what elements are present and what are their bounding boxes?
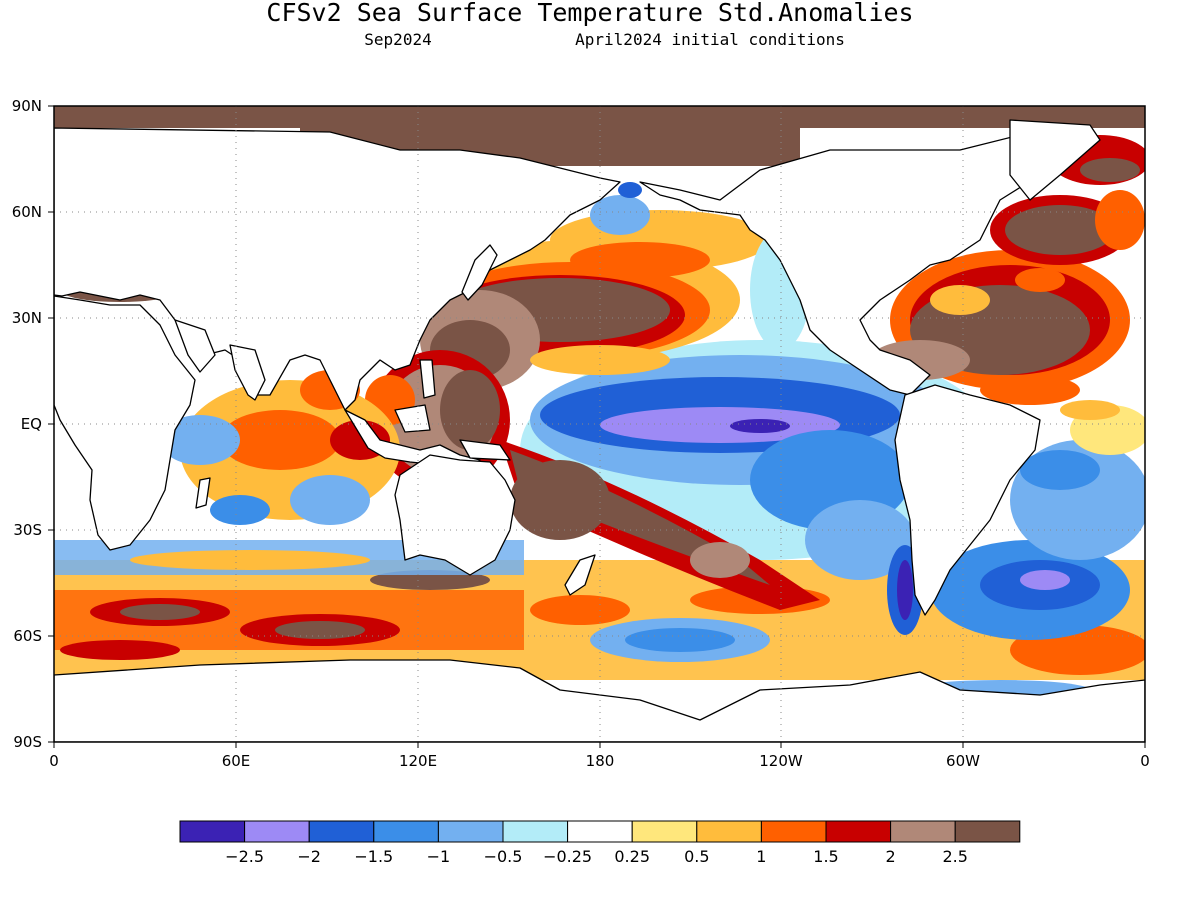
colorbar-label: −0.5: [484, 847, 523, 866]
colorbar-swatch: [954, 820, 1021, 843]
lat-tick-label: 90S: [13, 733, 42, 751]
lon-tick-label: 120E: [399, 752, 437, 770]
colorbar-label: 1: [756, 847, 766, 866]
colorbar-label: 0.25: [614, 847, 650, 866]
map-title: CFSv2 Sea Surface Temperature Std.Anomal…: [266, 0, 913, 27]
south-america: [894, 384, 1041, 616]
colorbar-swatch: [631, 820, 698, 843]
colorbar-swatch: [760, 820, 827, 843]
colorbar-label: −2.5: [225, 847, 264, 866]
colorbar-label: 1.5: [813, 847, 838, 866]
colorbar-swatch: [890, 820, 956, 843]
colorbar-swatch: [437, 820, 504, 843]
new-zealand: [564, 554, 596, 596]
lon-tick-label: 60W: [946, 752, 980, 770]
landmasses: [54, 119, 1145, 742]
map-subtitle-initial-conditions: April2024 initial conditions: [575, 30, 845, 49]
lat-tick-label: EQ: [21, 415, 42, 433]
colorbar-swatch: [179, 820, 246, 843]
arabia: [174, 319, 216, 373]
colorbar-swatch: [308, 820, 375, 843]
colorbar-label: 0.5: [684, 847, 709, 866]
lon-tick-label: 0: [1140, 752, 1150, 770]
greenland: [1009, 119, 1101, 201]
colorbar-swatch: [502, 820, 569, 843]
lon-tick-label: 60E: [222, 752, 251, 770]
gridlines: [54, 106, 1145, 742]
japan: [461, 244, 498, 301]
australia: [394, 454, 516, 576]
lat-tick-label: 60N: [12, 203, 42, 221]
colorbar-label: 2.5: [942, 847, 967, 866]
lon-tick-label: 120W: [759, 752, 803, 770]
africa: [54, 295, 196, 551]
lat-tick-label: 30N: [12, 309, 42, 327]
colorbar-swatch: [373, 820, 439, 843]
antarctica: [54, 659, 1145, 742]
lat-axis: 90N 60N 30N EQ 30S 60S 90S: [12, 97, 54, 751]
philippines: [419, 359, 436, 399]
lon-axis: 0 60E 120E 180 120W 60W 0: [49, 742, 1150, 770]
colorbar: −2.5 −2 −1.5 −1 −0.5 −0.25 0.25 0.5 1 1.5 2 2.5: [179, 820, 1021, 866]
lat-tick-label: 90N: [12, 97, 42, 115]
lon-tick-label: 180: [586, 752, 615, 770]
new-guinea: [459, 439, 511, 461]
colorbar-label: 2: [886, 847, 896, 866]
lat-tick-label: 30S: [13, 521, 42, 539]
colorbar-swatch: [696, 820, 762, 843]
madagascar: [195, 477, 211, 509]
colorbar-label: −1.5: [354, 847, 393, 866]
colorbar-swatch: [244, 820, 310, 843]
lat-tick-label: 60S: [13, 627, 42, 645]
colorbar-label: −0.25: [543, 847, 592, 866]
colorbar-swatch: [825, 820, 892, 843]
lon-tick-label: 0: [49, 752, 59, 770]
india: [229, 344, 266, 401]
anomaly-field: [54, 106, 1145, 742]
colorbar-label: −2: [297, 847, 321, 866]
borneo: [394, 404, 431, 433]
colorbar-label: −1: [427, 847, 451, 866]
colorbar-swatch: [567, 820, 633, 843]
map-subtitle-period: Sep2024: [364, 30, 431, 49]
